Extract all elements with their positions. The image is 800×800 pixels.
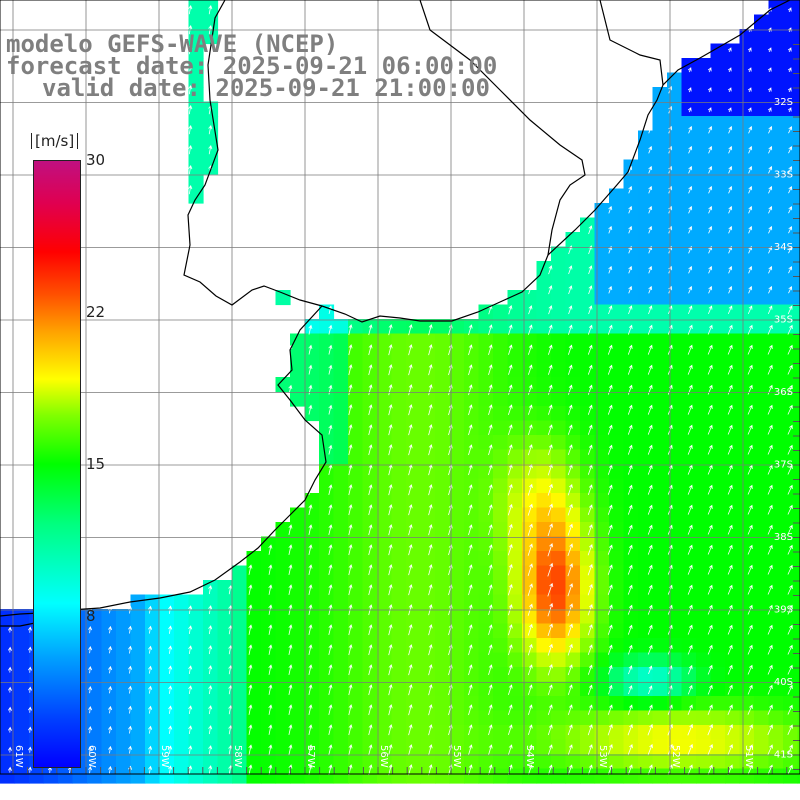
argentina-coast — [0, 305, 327, 617]
lat-label: 36S — [774, 387, 793, 398]
lon-label: 56W — [378, 745, 389, 768]
wind-arrows — [7, 4, 793, 776]
colorbar-tick-30: 30 — [86, 151, 106, 169]
lon-label: 53W — [597, 745, 608, 768]
lon-label: 52W — [670, 745, 681, 768]
colorbar-tick-22: 22 — [86, 303, 106, 321]
latitude-labels: 32S 33S 34S 35S 36S 37S 38S 39S 40S 41S — [774, 97, 793, 761]
colorbar-tick-15: 15 — [86, 455, 106, 473]
valid-date: valid date: 2025-09-21 21:00:00 — [42, 74, 490, 102]
map-frame — [0, 0, 800, 775]
colorbar-unit: [m/s] — [31, 133, 79, 149]
lon-label: 57W — [305, 745, 316, 768]
lat-label: 40S — [774, 677, 793, 688]
model-title: modelo GEFS-WAVE (NCEP) — [6, 30, 339, 58]
lat-label: 39S — [774, 605, 793, 616]
forecast-date: forecast date: 2025-09-21 06:00:00 — [6, 52, 498, 80]
uruguay-river — [599, 0, 664, 86]
colorbar-tick-8: 8 — [86, 607, 96, 625]
colorbar — [33, 160, 81, 768]
lon-label: 59W — [159, 745, 170, 768]
uruguay-border — [419, 0, 586, 256]
lon-label: 58W — [232, 745, 243, 768]
lat-label: 34S — [774, 242, 793, 253]
lat-label: 41S — [774, 750, 793, 761]
lat-lon-grid — [0, 0, 800, 774]
coastline — [183, 0, 791, 323]
lon-label: 60W — [86, 745, 97, 768]
longitude-labels: 61W 60W 59W 58W 57W 56W 55W 54W 53W 52W 51W — [13, 745, 754, 768]
lat-label: 38S — [774, 532, 793, 543]
lon-label: 51W — [743, 745, 754, 768]
lat-label: 37S — [774, 460, 793, 471]
lat-label: 35S — [774, 315, 793, 326]
lat-label: 33S — [774, 170, 793, 181]
lat-label: 32S — [774, 97, 793, 108]
lon-label: 54W — [524, 745, 535, 768]
lon-label: 55W — [451, 745, 462, 768]
lon-label: 61W — [13, 745, 24, 768]
